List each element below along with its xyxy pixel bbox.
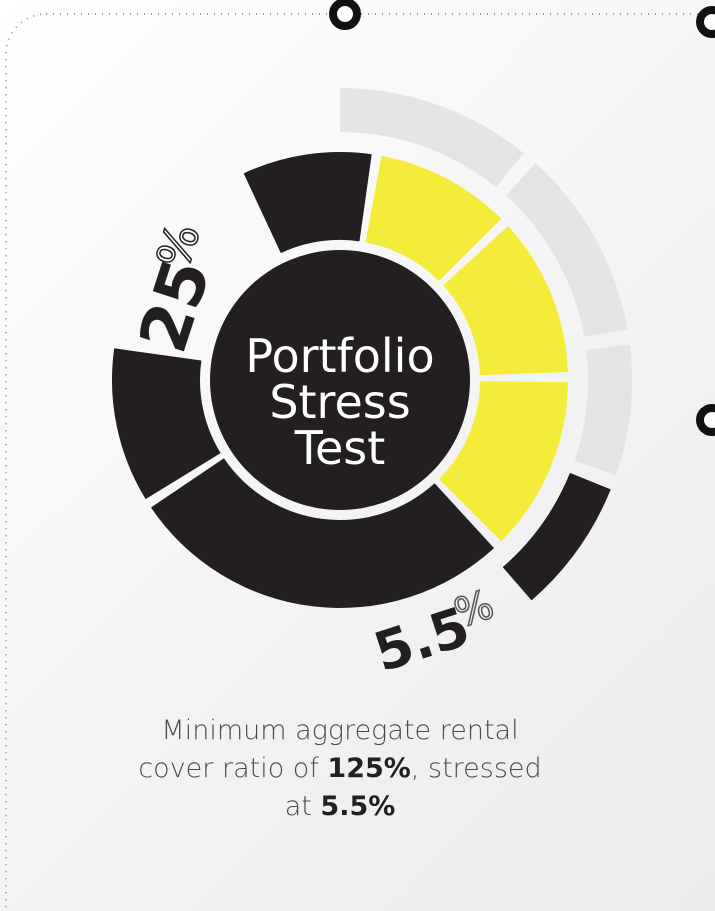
caption-text: Minimum aggregate rental [161,715,519,746]
ring-segment [438,381,568,542]
ring-segment [112,348,221,500]
caption-bold: 125% [327,753,411,784]
connector-dot [696,6,715,38]
caption-text: at [284,791,321,822]
connector-dot [329,0,361,30]
title-line: Test [294,421,386,475]
caption: Minimum aggregate rental cover ratio of … [100,712,580,826]
ring-segment [365,155,502,282]
ring-segment [574,344,632,476]
ring-segments [112,88,632,609]
caption-text: cover ratio of [138,753,328,784]
center-circle [210,250,470,510]
label-125-number: 125 [110,250,226,405]
ring-segment [502,472,611,601]
title-line: Portfolio [245,329,434,383]
ring-segment [243,152,372,254]
ring-segment [505,163,628,337]
title-line: Stress [269,375,410,429]
caption-text: , stressed [410,753,542,784]
ring-segment [340,88,524,188]
connector-dot [696,404,715,436]
ring-segment [150,458,495,609]
caption-bold: 5.5% [320,791,396,822]
ring-segment [443,225,568,376]
